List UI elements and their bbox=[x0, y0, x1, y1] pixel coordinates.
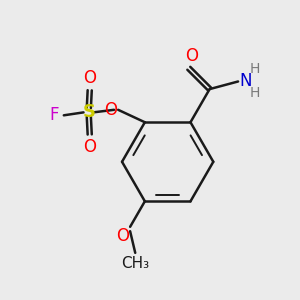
Text: N: N bbox=[239, 73, 252, 91]
Text: H: H bbox=[249, 62, 260, 76]
Text: O: O bbox=[185, 47, 198, 65]
Text: O: O bbox=[104, 101, 117, 119]
Text: O: O bbox=[83, 69, 96, 87]
Text: O: O bbox=[116, 227, 130, 245]
Text: H: H bbox=[249, 86, 260, 100]
Text: CH₃: CH₃ bbox=[121, 256, 149, 271]
Text: S: S bbox=[82, 103, 95, 122]
Text: F: F bbox=[49, 106, 58, 124]
Text: O: O bbox=[83, 138, 96, 156]
